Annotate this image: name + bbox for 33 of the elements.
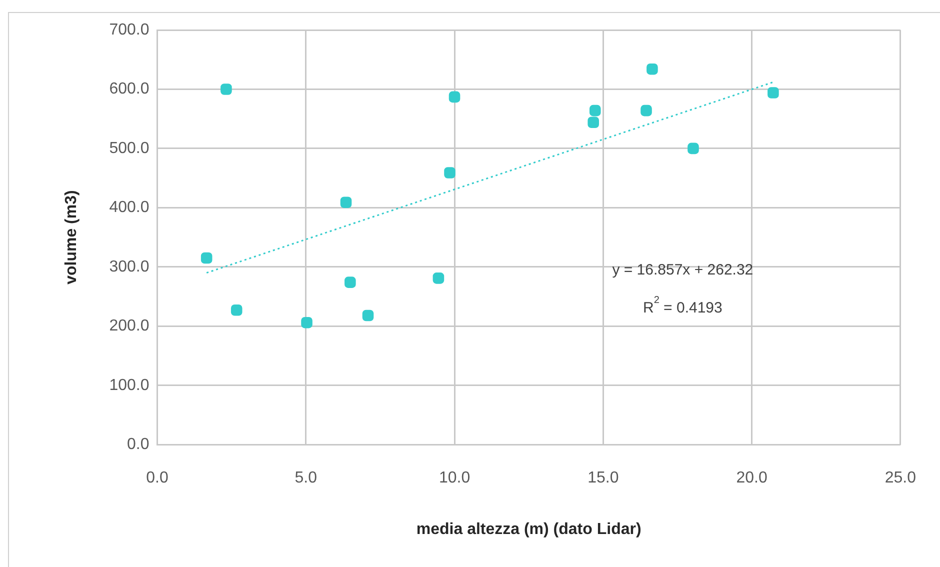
- annotation: y = 16.857x + 262.32: [612, 262, 754, 279]
- point: [589, 104, 601, 116]
- x-tick-label: 25.0: [884, 470, 916, 487]
- y-tick-label: 0.0: [126, 436, 150, 454]
- point: [200, 252, 212, 264]
- x-tick-label: 10.0: [438, 470, 470, 487]
- point: [448, 91, 460, 103]
- y-tick-label: 700.0: [109, 21, 150, 38]
- x-tick-label: 20.0: [736, 470, 768, 487]
- y-tick-label: 400.0: [109, 199, 150, 216]
- x-tick-label: 15.0: [588, 470, 619, 487]
- x-tick-label: 0.0: [146, 470, 168, 487]
- x-tick-label: 5.0: [294, 470, 318, 487]
- point: [444, 167, 456, 178]
- point: [344, 276, 356, 288]
- y-tick-label: 600.0: [109, 80, 150, 98]
- point: [432, 272, 444, 284]
- point: [340, 196, 352, 208]
- point: [230, 304, 242, 316]
- point: [768, 87, 779, 98]
- point: [646, 63, 658, 75]
- y-axis-title: volume (m3): [63, 190, 80, 284]
- point: [362, 310, 374, 322]
- point: [301, 316, 312, 328]
- point: [588, 116, 599, 128]
- point: [640, 104, 652, 116]
- point: [220, 84, 232, 95]
- y-tick-label: 200.0: [109, 318, 150, 335]
- x-axis-title: media altezza (m) (dato Lidar): [416, 520, 642, 538]
- y-tick-label: 300.0: [109, 258, 150, 276]
- point: [688, 142, 699, 154]
- y-tick-label: 100.0: [109, 376, 150, 394]
- y-tick-label: 500.0: [109, 140, 150, 157]
